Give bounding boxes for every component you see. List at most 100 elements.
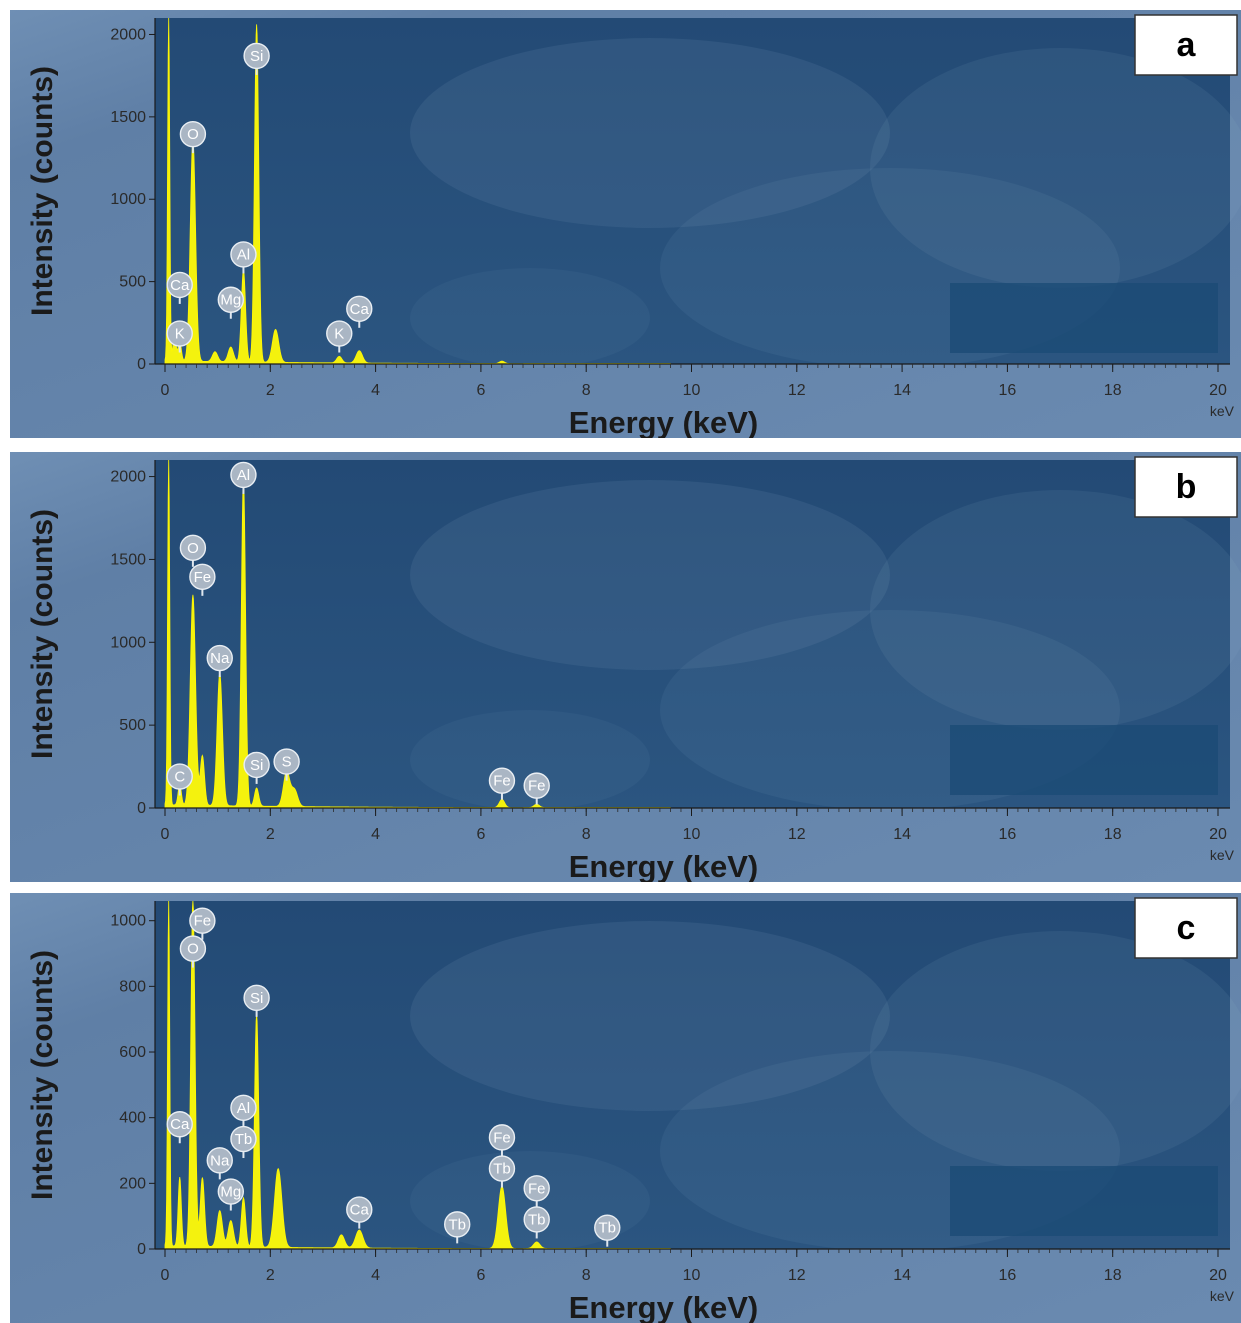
- annotation-badge: [179, 935, 207, 962]
- y-tick-label: 0: [137, 800, 146, 817]
- element-label: Ca: [170, 1116, 190, 1133]
- element-annotation: Na: [206, 1147, 233, 1180]
- element-label: Al: [237, 246, 250, 263]
- element-label: Tb: [493, 1161, 511, 1178]
- spectrum-panel-c: 0 2 4 6 8 10 12 14 16 18 20 0 200 400 600 800 1000 Energy…: [10, 893, 1241, 1323]
- annotation-badge: [217, 1178, 245, 1205]
- element-label: Al: [237, 1100, 250, 1117]
- panel-label-box: [1134, 897, 1238, 959]
- element-annotation: O: [179, 120, 207, 154]
- annotation-badge: [594, 1214, 621, 1241]
- element-annotation: Na: [206, 644, 233, 678]
- x-tick-label: 16: [999, 1267, 1017, 1284]
- element-annotation: Ca: [166, 271, 193, 304]
- x-unit-label: keV: [1210, 847, 1235, 863]
- element-label: Fe: [493, 1129, 511, 1146]
- x-tick-label: 2: [266, 826, 275, 843]
- background-block: [950, 1166, 1218, 1236]
- element-annotation: O: [179, 935, 207, 968]
- background-blob: [410, 268, 650, 368]
- y-tick-label: 600: [119, 1044, 146, 1061]
- annotation-badge: [346, 1196, 373, 1223]
- x-tick-label: 0: [161, 1267, 170, 1284]
- element-label: Ca: [170, 277, 190, 294]
- element-label: Mg: [220, 292, 241, 309]
- x-tick-label: 14: [893, 1267, 911, 1284]
- y-tick-label: 400: [119, 1110, 146, 1127]
- x-tick-label: 18: [1104, 382, 1122, 399]
- element-annotation: Si: [243, 751, 270, 784]
- x-axis-title: Energy (keV): [569, 405, 759, 438]
- annotation-badge: [230, 241, 257, 268]
- annotation-badge: [488, 1155, 516, 1182]
- y-tick-label: 1000: [110, 634, 146, 651]
- annotation-badge: [230, 461, 257, 489]
- y-tick-label: 0: [137, 1241, 146, 1258]
- element-label: Si: [250, 757, 263, 774]
- background-blob: [870, 490, 1241, 730]
- x-tick-label: 20: [1209, 826, 1227, 843]
- y-tick-label: 0: [137, 356, 146, 373]
- panel-label: c: [1177, 909, 1196, 947]
- y-tick-label: 800: [119, 978, 146, 995]
- x-axis-title: Energy (keV): [569, 1290, 759, 1323]
- x-tick-label: 2: [266, 1267, 275, 1284]
- annotation-badge: [206, 1147, 233, 1174]
- annotation-badge: [326, 320, 353, 347]
- y-tick-label: 2000: [110, 26, 146, 43]
- x-tick-label: 12: [788, 382, 806, 399]
- annotation-badge: [346, 295, 373, 323]
- element-annotation: Tb: [444, 1211, 471, 1244]
- element-annotation: Mg: [217, 1178, 245, 1211]
- y-tick-label: 1000: [110, 191, 146, 208]
- annotation-badge: [488, 1124, 516, 1151]
- background-blob: [870, 931, 1241, 1171]
- x-tick-label: 4: [371, 826, 380, 843]
- element-annotation: Tb: [230, 1125, 257, 1159]
- element-annotation: K: [326, 320, 353, 353]
- element-label: Tb: [448, 1216, 466, 1233]
- background-block: [950, 283, 1218, 353]
- element-annotation: C: [166, 763, 193, 796]
- x-tick-label: 16: [999, 826, 1017, 843]
- element-label: O: [187, 941, 199, 958]
- y-axis-title: Intensity (counts): [26, 509, 59, 759]
- element-label: Ca: [350, 301, 370, 318]
- x-tick-label: 12: [788, 1267, 806, 1284]
- element-label: Si: [250, 990, 263, 1007]
- element-label: O: [187, 540, 199, 557]
- x-tick-label: 4: [371, 1267, 380, 1284]
- element-annotation: Tb: [523, 1206, 550, 1239]
- element-annotation: Al: [230, 241, 257, 274]
- x-tick-label: 10: [683, 382, 701, 399]
- spectrum-panel-b: 0 2 4 6 8 10 12 14 16 18 20 0 500 1000 1500 2000 Energy …: [10, 452, 1241, 882]
- annotation-badge: [273, 748, 300, 775]
- annotation-badge: [488, 767, 516, 794]
- y-tick-label: 1500: [110, 109, 146, 126]
- annotation-badge: [243, 984, 270, 1012]
- annotation-badge: [206, 644, 233, 672]
- x-axis-title: Energy (keV): [569, 849, 759, 882]
- x-unit-label: keV: [1210, 1288, 1235, 1304]
- element-label: Tb: [528, 1211, 546, 1228]
- panel-label-box: [1134, 456, 1238, 518]
- y-tick-label: 1500: [110, 551, 146, 568]
- element-label: K: [334, 326, 344, 343]
- element-label: Al: [237, 467, 250, 484]
- y-tick-label: 1000: [110, 913, 146, 930]
- element-annotation: K: [166, 320, 193, 353]
- element-label: Na: [210, 650, 230, 667]
- element-annotation: Tb: [594, 1214, 621, 1247]
- element-annotation: Mg: [217, 286, 245, 319]
- element-label: Fe: [528, 1180, 546, 1197]
- element-label: K: [175, 326, 185, 343]
- x-tick-label: 18: [1104, 1267, 1122, 1284]
- x-tick-label: 0: [161, 826, 170, 843]
- x-tick-label: 6: [476, 382, 485, 399]
- panel-label-box: [1134, 14, 1238, 76]
- annotation-badge: [166, 320, 193, 347]
- spectrum-svg: 0 2 4 6 8 10 12 14 16 18 2002004006008001000Energy…: [10, 893, 1241, 1323]
- x-unit-label: keV: [1210, 403, 1235, 419]
- x-tick-label: 18: [1104, 826, 1122, 843]
- element-annotation: O: [179, 534, 207, 567]
